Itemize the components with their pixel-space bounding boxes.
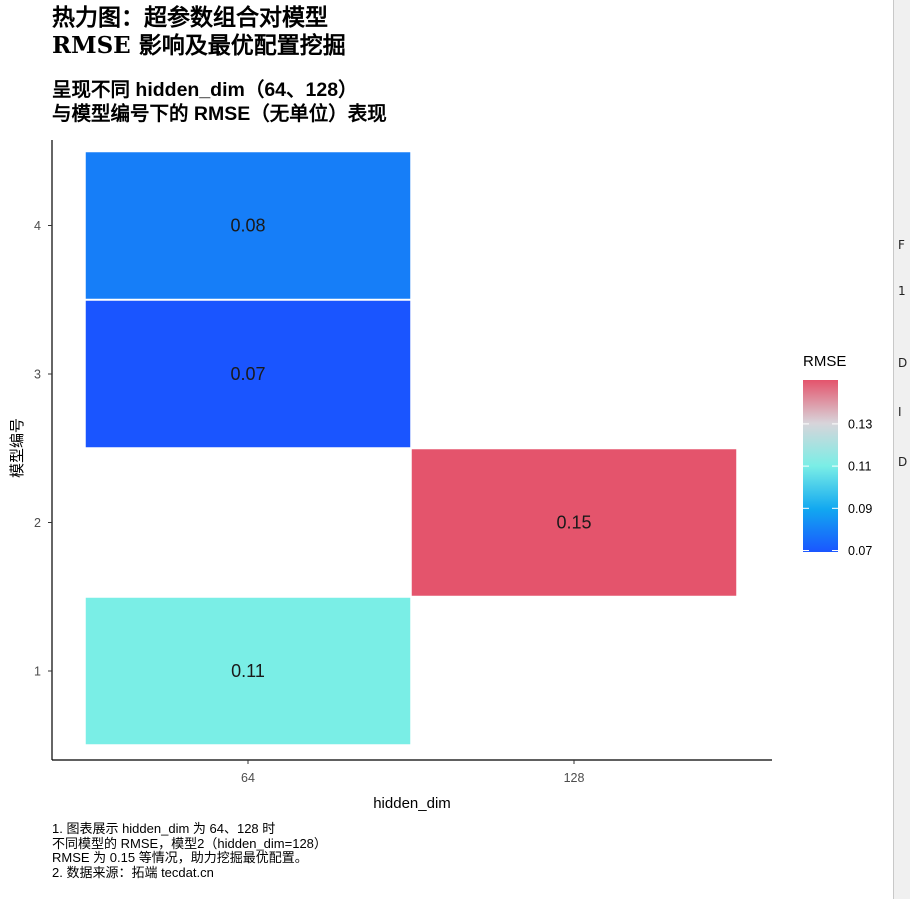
y-tick-label: 3 [34, 368, 41, 382]
edge-glyph: F [898, 238, 905, 252]
chart-title: 热力图：超参数组合对模型 RMSE 影响及最优配置挖掘 [52, 4, 346, 59]
y-tick-label: 2 [34, 516, 41, 530]
legend-tick-label: 0.13 [848, 417, 872, 431]
y-tick-label: 4 [34, 219, 41, 233]
chart-caption: 1. 图表展示 hidden_dim 为 64、128 时 不同模型的 RMSE… [52, 821, 327, 880]
y-axis-title: 模型编号 [9, 418, 26, 478]
heatmap-cell [84, 299, 412, 449]
cell-value-label: 0.08 [230, 216, 265, 236]
heatmap-cell [410, 447, 738, 598]
cell-value-label: 0.15 [556, 513, 591, 533]
legend-title: RMSE [803, 353, 846, 370]
legend-tick-label: 0.09 [848, 502, 872, 516]
edge-glyph: 1 [898, 284, 906, 298]
x-tick-label: 128 [564, 771, 585, 785]
legend-tick-label: 0.11 [848, 460, 871, 474]
axes: 1 2 3 4 64 128 hidden_dim 模型编号 [9, 140, 772, 812]
cell-value-label: 0.11 [231, 661, 265, 681]
y-tick-label: 1 [34, 665, 41, 679]
legend-tick-label: 0.07 [848, 544, 872, 558]
cell-value-label: 0.07 [230, 364, 265, 384]
x-axis-title: hidden_dim [373, 795, 451, 812]
edge-glyph: D [898, 356, 908, 370]
heatmap-cell [84, 596, 412, 746]
heatmap-cells: 0.11 0.15 0.07 0.08 [84, 150, 738, 746]
legend: RMSE 0.07 0.09 0.11 0.13 [803, 353, 872, 558]
edge-glyph: I [898, 405, 902, 419]
window-edge-strip: F 1 D I D [893, 0, 910, 899]
heatmap-cell [84, 150, 412, 301]
x-tick-label: 64 [241, 771, 255, 785]
chart-subtitle: 呈现不同 hidden_dim（64、128） 与模型编号下的 RMSE（无单位… [52, 79, 387, 125]
edge-glyph: D [898, 455, 908, 469]
